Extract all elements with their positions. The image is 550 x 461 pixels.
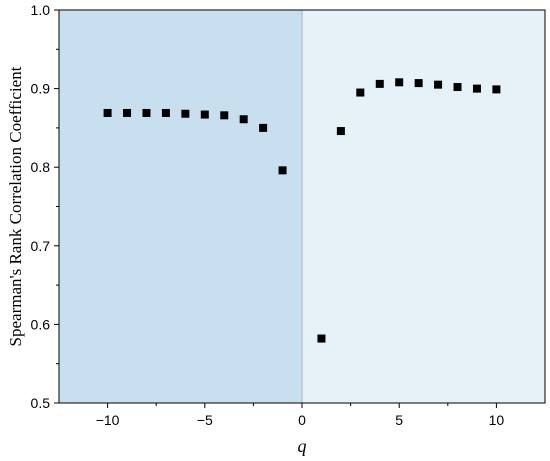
y-tick-label: 0.5 [31, 395, 51, 411]
x-tick-label: 10 [489, 412, 505, 428]
y-tick-label: 0.9 [31, 81, 51, 97]
data-point [259, 123, 268, 132]
x-tick-label: 0 [298, 412, 306, 428]
data-point [200, 110, 209, 119]
x-axis-ticks: −10 −5 0 5 10 [96, 403, 505, 428]
y-tick-label: 0.7 [31, 238, 51, 254]
data-point [453, 83, 462, 92]
region-band-0 [59, 10, 302, 403]
region-band-1 [302, 10, 545, 403]
y-tick-label: 0.6 [31, 316, 51, 332]
data-point [492, 85, 501, 94]
data-point [123, 108, 132, 117]
data-point [395, 78, 404, 87]
data-point [161, 108, 170, 117]
data-point [434, 80, 443, 89]
y-tick-label: 1.0 [31, 2, 51, 18]
x-tick-label: 5 [395, 412, 403, 428]
data-point [181, 109, 190, 118]
data-point [142, 108, 151, 117]
y-axis-title: Spearman's Rank Correlation Coefficient [6, 66, 25, 346]
y-axis-ticks: 0.5 0.6 0.7 0.8 0.9 1.0 [31, 2, 59, 411]
data-point [278, 166, 287, 175]
data-point [317, 334, 326, 343]
data-point [336, 127, 345, 136]
data-point [239, 115, 248, 124]
data-markers [103, 78, 501, 343]
data-point [103, 108, 112, 117]
data-point [414, 79, 423, 88]
data-point [472, 84, 481, 93]
x-axis-title: q [298, 436, 307, 456]
data-point [356, 88, 365, 97]
plot-backgrounds [59, 10, 545, 403]
x-tick-label: −10 [96, 412, 120, 428]
x-tick-label: −5 [197, 412, 213, 428]
data-point [220, 111, 229, 120]
y-tick-label: 0.8 [31, 159, 51, 175]
data-point [375, 79, 384, 88]
